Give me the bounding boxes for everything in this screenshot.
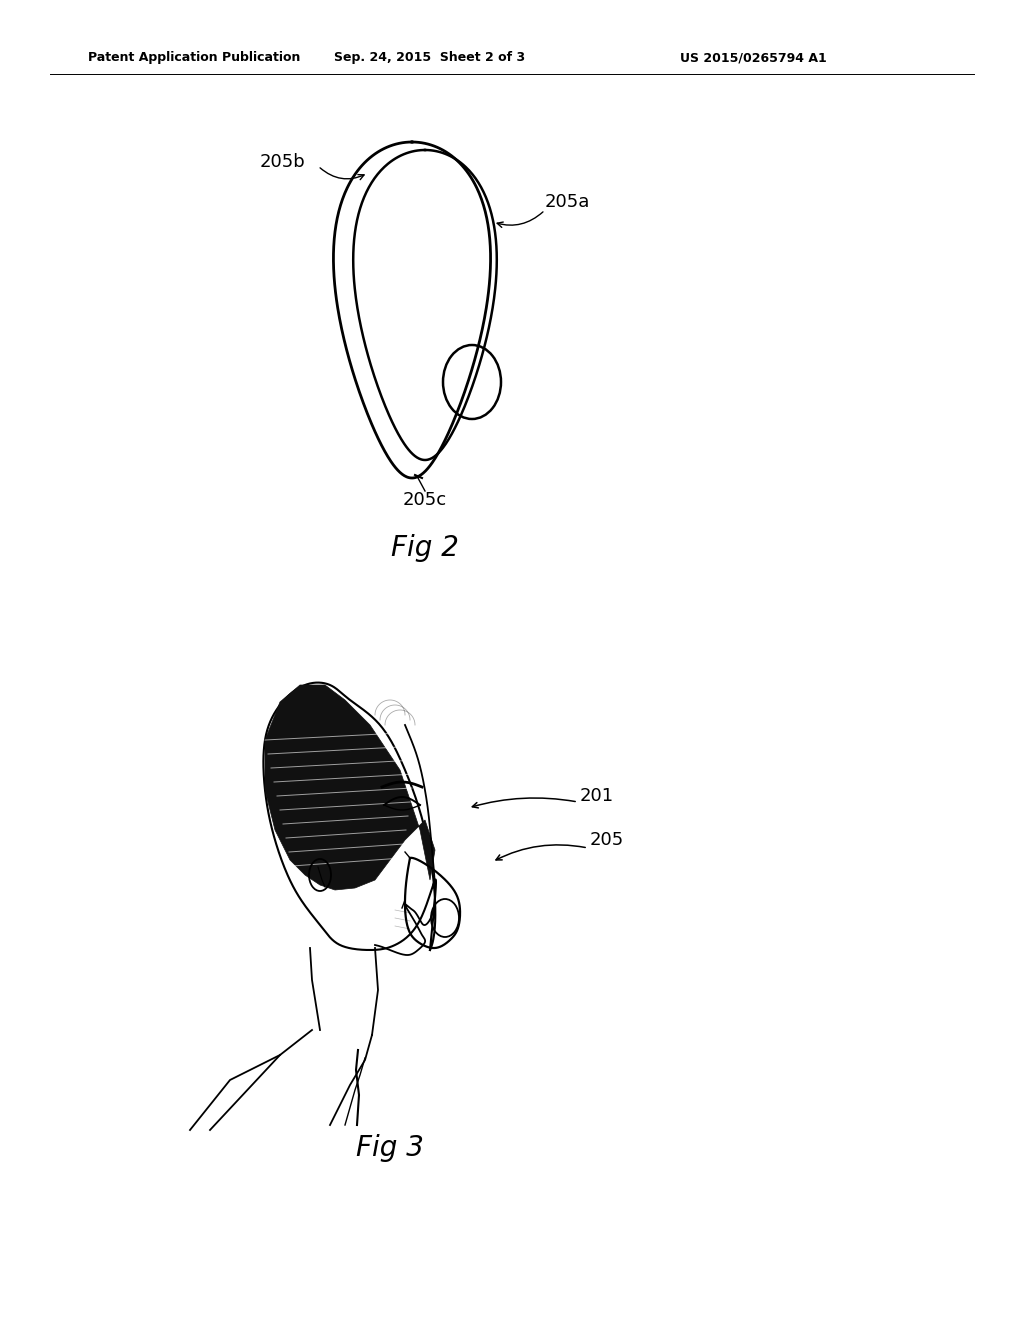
Text: 205a: 205a [545, 193, 591, 211]
Text: US 2015/0265794 A1: US 2015/0265794 A1 [680, 51, 826, 65]
Text: 201: 201 [580, 787, 614, 805]
Text: Patent Application Publication: Patent Application Publication [88, 51, 300, 65]
Text: Sep. 24, 2015  Sheet 2 of 3: Sep. 24, 2015 Sheet 2 of 3 [335, 51, 525, 65]
Text: Fig 3: Fig 3 [356, 1134, 424, 1162]
Text: 205c: 205c [402, 491, 447, 510]
Text: 205: 205 [590, 832, 625, 849]
Text: Fig 2: Fig 2 [391, 535, 459, 562]
Polygon shape [265, 685, 435, 890]
Text: 205b: 205b [259, 153, 305, 172]
